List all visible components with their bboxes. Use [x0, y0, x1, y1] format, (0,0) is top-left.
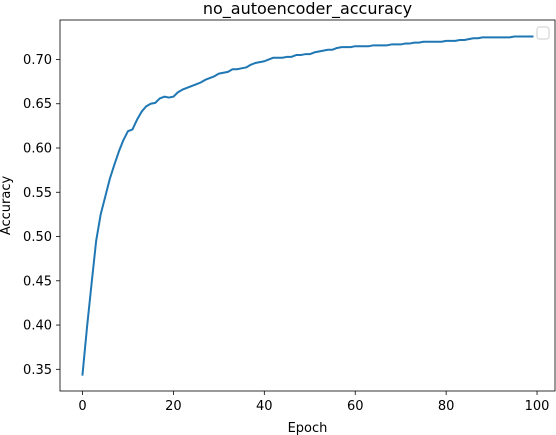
chart-title: no_autoencoder_accuracy — [203, 0, 412, 19]
y-tick-label: 0.45 — [23, 274, 52, 289]
axes-frame — [59, 19, 556, 392]
y-axis-label: Accuracy — [0, 176, 14, 236]
y-tick-label: 0.55 — [23, 186, 52, 201]
x-axis-label: Epoch — [288, 421, 328, 435]
x-tick-label: 100 — [525, 399, 550, 414]
x-tick-label: 0 — [78, 399, 86, 414]
x-tick-label: 80 — [438, 399, 455, 414]
plot-area: 0 20 40 60 80 100 0.35 0.40 0.45 0.50 0.55 0.60 0.65… — [23, 19, 556, 414]
x-tick-label: 40 — [256, 399, 273, 414]
legend-box — [536, 26, 550, 40]
y-tick-label: 0.40 — [23, 319, 52, 334]
y-tick-label: 0.50 — [23, 230, 52, 245]
x-tick-label: 20 — [165, 399, 182, 414]
y-tick-label: 0.60 — [23, 142, 52, 157]
y-tick-label: 0.70 — [23, 53, 52, 68]
x-tick-label: 60 — [347, 399, 364, 414]
y-tick-label: 0.35 — [23, 363, 52, 378]
y-tick-label: 0.65 — [23, 97, 52, 112]
series-line-0 — [81, 35, 534, 376]
